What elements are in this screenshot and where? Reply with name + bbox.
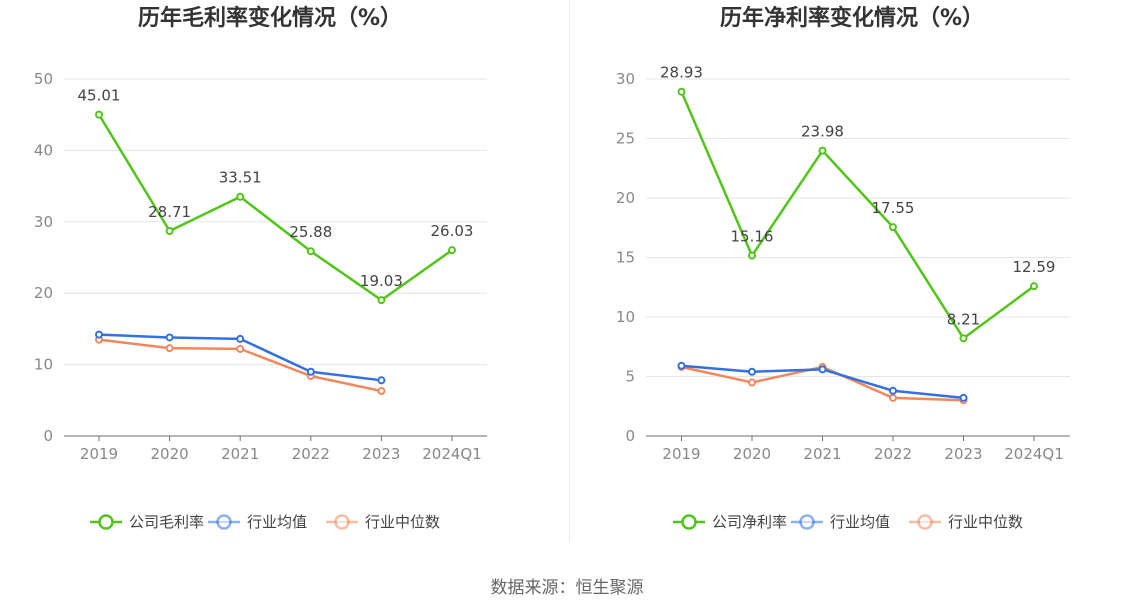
data-point-company (889, 223, 897, 232)
data-point-avg (748, 367, 756, 376)
data-point-median (748, 378, 756, 387)
x-tick-label: 2022 (292, 445, 330, 463)
x-tick-label: 2020 (733, 445, 771, 463)
legend-swatch-marker (917, 514, 933, 530)
data-label: 28.93 (660, 64, 703, 82)
y-tick-label: 30 (616, 70, 635, 88)
legend-swatch-marker (799, 514, 815, 530)
y-tick-label: 20 (616, 189, 635, 207)
y-tick-label: 0 (625, 427, 635, 445)
x-tick-label: 2023 (944, 445, 982, 463)
data-point-company (377, 296, 386, 305)
y-tick-label: 10 (34, 356, 53, 374)
data-label: 8.21 (947, 310, 980, 328)
legend-swatch-marker (216, 514, 232, 530)
y-tick-label: 15 (616, 249, 635, 267)
y-tick-label: 10 (616, 308, 635, 326)
data-point-company (818, 146, 827, 155)
y-tick-label: 20 (34, 284, 53, 302)
legend-item-median: 行业中位数 (326, 513, 440, 531)
data-point-avg (959, 393, 968, 402)
x-tick-label: 2024Q1 (422, 445, 482, 463)
chart-title: 历年净利率变化情况（%） (720, 5, 984, 31)
x-tick-label: 2021 (803, 445, 841, 463)
legend-item-avg: 行业均值 (791, 513, 890, 531)
data-point-company (306, 247, 315, 256)
x-tick-label: 2023 (362, 445, 400, 463)
data-source: 数据来源：恒生聚源 (490, 578, 644, 598)
y-tick-label: 5 (625, 368, 635, 386)
series-line-company (97, 113, 453, 302)
x-tick-label: 2019 (662, 445, 700, 463)
data-point-median (377, 387, 386, 396)
data-label: 15.16 (731, 228, 774, 246)
data-point-company (748, 251, 756, 260)
x-tick-label: 2019 (80, 445, 118, 463)
data-label: 28.71 (148, 203, 191, 221)
legend-label: 行业均值 (830, 513, 890, 531)
x-tick-label: 2022 (874, 445, 912, 463)
y-tick-label: 30 (34, 213, 53, 231)
data-point-company (959, 334, 968, 343)
data-point-company (448, 246, 456, 255)
data-point-avg (306, 367, 315, 376)
data-point-company (95, 110, 103, 119)
x-tick-label: 2024Q1 (1004, 445, 1064, 463)
data-label: 33.51 (219, 169, 262, 187)
chart-title: 历年毛利率变化情况（%） (138, 5, 402, 31)
data-point-median (165, 344, 174, 353)
data-point-median (236, 344, 245, 353)
data-label: 23.98 (801, 123, 844, 141)
y-tick-label: 25 (616, 130, 635, 148)
data-label: 17.55 (872, 199, 915, 217)
legend-label: 行业均值 (247, 513, 307, 531)
y-tick-label: 40 (34, 141, 53, 159)
series-line-company (680, 91, 1035, 340)
data-point-avg (236, 334, 245, 343)
legend-swatch-marker (334, 514, 350, 530)
data-point-avg (377, 376, 386, 385)
data-point-company (236, 192, 245, 201)
data-label: 12.59 (1013, 258, 1056, 276)
gross-margin-chart: 历年毛利率变化情况（%） 0 10 20 30 40 50 2019 2020 2021 2022 2… (34, 5, 487, 531)
data-point-company (677, 87, 686, 96)
legend-label: 公司净利率 (712, 513, 787, 531)
data-label: 25.88 (289, 223, 332, 241)
legend-item-avg: 行业均值 (208, 513, 307, 531)
legend-label: 公司毛利率 (129, 513, 204, 531)
legend-swatch-marker (98, 514, 114, 530)
legend-item-company: 公司毛利率 (90, 513, 204, 531)
data-label: 45.01 (78, 87, 121, 105)
data-label: 26.03 (431, 222, 474, 240)
data-point-company (1030, 282, 1038, 291)
legend-item-median: 行业中位数 (909, 513, 1023, 531)
legend-label: 行业中位数 (948, 513, 1023, 531)
net-margin-chart: 历年净利率变化情况（%） 0 5 10 15 20 25 30 2019 2020 2021 2022… (616, 5, 1070, 531)
data-point-median (889, 393, 897, 402)
data-label: 19.03 (360, 272, 403, 290)
data-point-avg (818, 365, 827, 374)
y-tick-label: 50 (34, 70, 53, 88)
data-point-avg (95, 330, 103, 339)
data-point-company (165, 227, 174, 236)
legend-swatch-marker (681, 514, 697, 530)
panel-divider (569, 0, 570, 542)
legend-label: 行业中位数 (365, 513, 440, 531)
y-tick-label: 0 (43, 427, 53, 445)
data-point-avg (677, 361, 686, 370)
data-point-avg (165, 333, 174, 342)
x-tick-label: 2020 (151, 445, 189, 463)
data-point-avg (889, 386, 897, 395)
x-tick-label: 2021 (221, 445, 259, 463)
legend-item-company: 公司净利率 (673, 513, 787, 531)
